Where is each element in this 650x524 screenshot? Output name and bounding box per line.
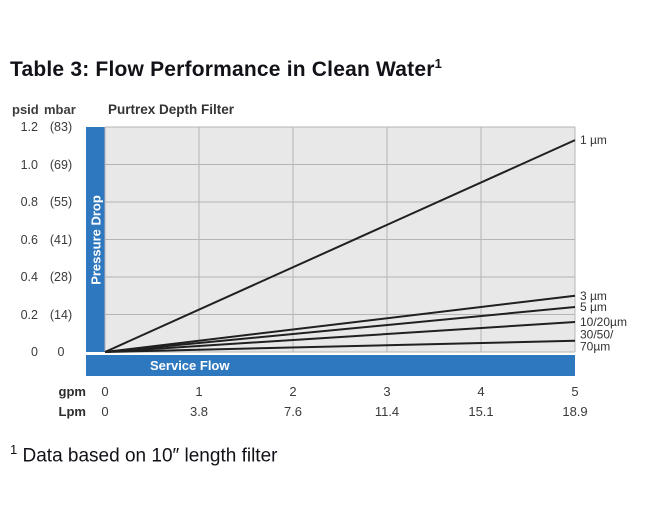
lpm-tick-row: 0 3.8 7.6 11.4 15.1 18.9 — [101, 404, 587, 419]
y-tick-psid: 1.0 — [20, 157, 38, 172]
series-label: 3 µm — [580, 288, 607, 303]
service-flow-axis-bar: Service Flow — [86, 355, 575, 376]
lpm-tick: 11.4 — [374, 404, 400, 419]
footnote: 1 Data based on 10″ length filter — [10, 442, 277, 467]
plot-area — [104, 126, 576, 353]
series-line — [104, 321, 576, 353]
y-unit-psid-label: psid — [12, 102, 39, 117]
lpm-row-label: Lpm — [58, 404, 86, 419]
gpm-tick: 2 — [289, 384, 297, 399]
y-tick-mbar: (41) — [49, 232, 73, 247]
series-label: 1 µm — [580, 132, 607, 147]
y-unit-mbar-label: mbar — [44, 102, 76, 117]
y-tick-mbar: (28) — [49, 270, 73, 284]
series-label: 30/50/70µm — [580, 327, 614, 354]
series-line — [104, 306, 576, 353]
y-tick-psid: 0 — [31, 345, 38, 359]
chart-lines — [104, 126, 576, 353]
pressure-drop-axis-bar: Pressure Drop — [86, 127, 106, 352]
series-labels: 1 µm 3 µm 5 µm 10/20µm 30/50/70µm — [580, 127, 646, 354]
series-label: 5 µm — [580, 299, 607, 314]
series-line — [104, 294, 576, 353]
footnote-superscript: 1 — [10, 442, 18, 457]
y-tick-row: 1.2 (83) — [8, 120, 88, 134]
y-tick-psid: 0.6 — [20, 232, 38, 247]
lpm-tick: 18.9 — [562, 404, 588, 419]
y-tick-mbar: (83) — [49, 120, 73, 134]
footnote-text: Data based on 10″ length filter — [17, 445, 278, 467]
page-title-text: Table 3: Flow Performance in Clean Water — [10, 58, 435, 81]
gpm-tick: 5 — [571, 384, 579, 399]
y-tick-row: 1.0 (69) — [8, 158, 88, 172]
gpm-row-label: gpm — [58, 384, 86, 399]
series-line — [104, 339, 576, 353]
y-tick-row: 0.6 (41) — [8, 233, 88, 247]
y-tick-mbar: 0 — [57, 345, 65, 359]
lpm-tick: 3.8 — [189, 404, 209, 419]
gpm-tick: 4 — [477, 384, 485, 399]
series-line — [104, 139, 576, 353]
y-tick-psid: 0.2 — [20, 307, 38, 322]
y-tick-row: 0.8 (55) — [8, 195, 88, 209]
gpm-tick: 3 — [383, 384, 391, 399]
gpm-tick: 0 — [101, 384, 109, 399]
lpm-tick: 0 — [101, 404, 109, 419]
y-tick-row: 0.2 (14) — [8, 308, 88, 322]
y-tick-row: 0.4 (28) — [8, 270, 88, 284]
y-tick-psid: 0.4 — [20, 270, 38, 284]
y-axis-ticks: 1.2 (83) 1.0 (69) 0.8 (55) 0.6 (41) 0.4 (28) 0.2 (1… — [8, 120, 88, 359]
page-title-superscript: 1 — [434, 56, 443, 71]
y-tick-psid: 1.2 — [20, 120, 38, 134]
lpm-tick: 7.6 — [283, 404, 303, 419]
chart-title: Purtrex Depth Filter — [108, 102, 235, 117]
y-tick-mbar: (14) — [49, 307, 73, 322]
series-label: 10/20µm — [580, 314, 627, 329]
y-tick-psid: 0.8 — [20, 195, 38, 209]
y-tick-mbar: (69) — [49, 157, 73, 172]
y-axis-label: Pressure Drop — [88, 194, 104, 285]
page-title: Table 3: Flow Performance in Clean Water… — [10, 56, 442, 82]
y-tick-mbar: (55) — [49, 195, 73, 209]
x-axis-label: Service Flow — [150, 358, 230, 373]
lpm-tick: 15.1 — [468, 404, 494, 419]
gpm-tick: 1 — [195, 384, 203, 399]
gpm-tick-row: 0 1 2 3 4 5 — [101, 384, 579, 399]
